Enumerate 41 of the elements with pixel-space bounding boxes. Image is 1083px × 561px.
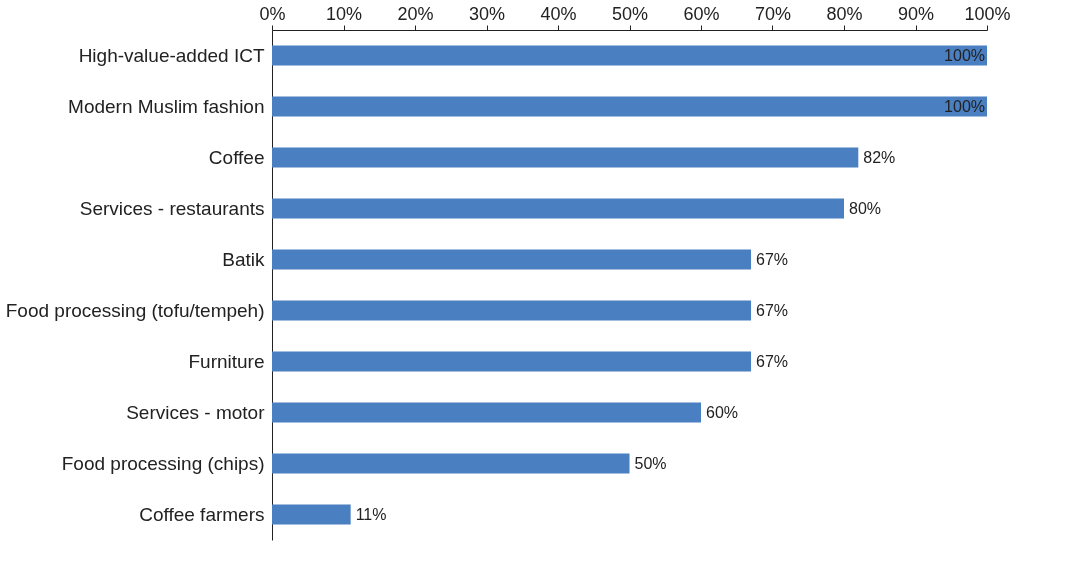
y-tick-label: Services - motor (126, 401, 266, 423)
x-tick-label: 70% (754, 3, 792, 24)
data-label: 67% (756, 250, 789, 268)
bar (272, 45, 987, 66)
x-tick-label: 20% (397, 3, 434, 24)
bar (272, 351, 752, 372)
data-label: 60% (706, 403, 739, 421)
bar (272, 300, 752, 321)
y-tick-label: Furniture (188, 350, 265, 372)
x-tick-label: 10% (325, 3, 363, 24)
bar (272, 96, 987, 117)
x-tick-label: 0% (259, 3, 286, 24)
data-label: 100% (944, 46, 985, 64)
x-tick-label: 90% (897, 3, 935, 24)
bar (272, 504, 351, 525)
data-label: 82% (863, 148, 896, 166)
y-tick-label: Coffee farmers (139, 503, 265, 525)
x-tick-label: 30% (468, 3, 506, 24)
y-tick-label: Coffee (208, 146, 265, 168)
x-tick-label: 60% (683, 3, 720, 24)
x-tick-label: 40% (540, 3, 577, 24)
data-label: 50% (634, 454, 667, 472)
y-tick-label: Modern Muslim fashion (68, 95, 265, 117)
bar (272, 453, 630, 474)
x-tick-label: 80% (826, 3, 863, 24)
x-tick-label: 50% (611, 3, 649, 24)
data-label: 100% (944, 97, 985, 115)
data-label: 11% (355, 505, 387, 523)
bar (272, 147, 859, 168)
y-tick-label: Batik (222, 248, 265, 270)
data-label: 80% (849, 199, 882, 217)
y-tick-label: Food processing (chips) (61, 452, 265, 474)
bar (272, 249, 752, 270)
bar (272, 402, 701, 423)
y-tick-label: Food processing (tofu/tempeh) (5, 299, 265, 321)
bar (272, 198, 844, 219)
y-tick-label: Services - restaurants (79, 197, 265, 219)
x-tick-label: 100% (964, 3, 1011, 24)
data-label: 67% (756, 352, 789, 370)
y-tick-label: High-value-added ICT (78, 44, 265, 66)
data-label: 67% (756, 301, 789, 319)
